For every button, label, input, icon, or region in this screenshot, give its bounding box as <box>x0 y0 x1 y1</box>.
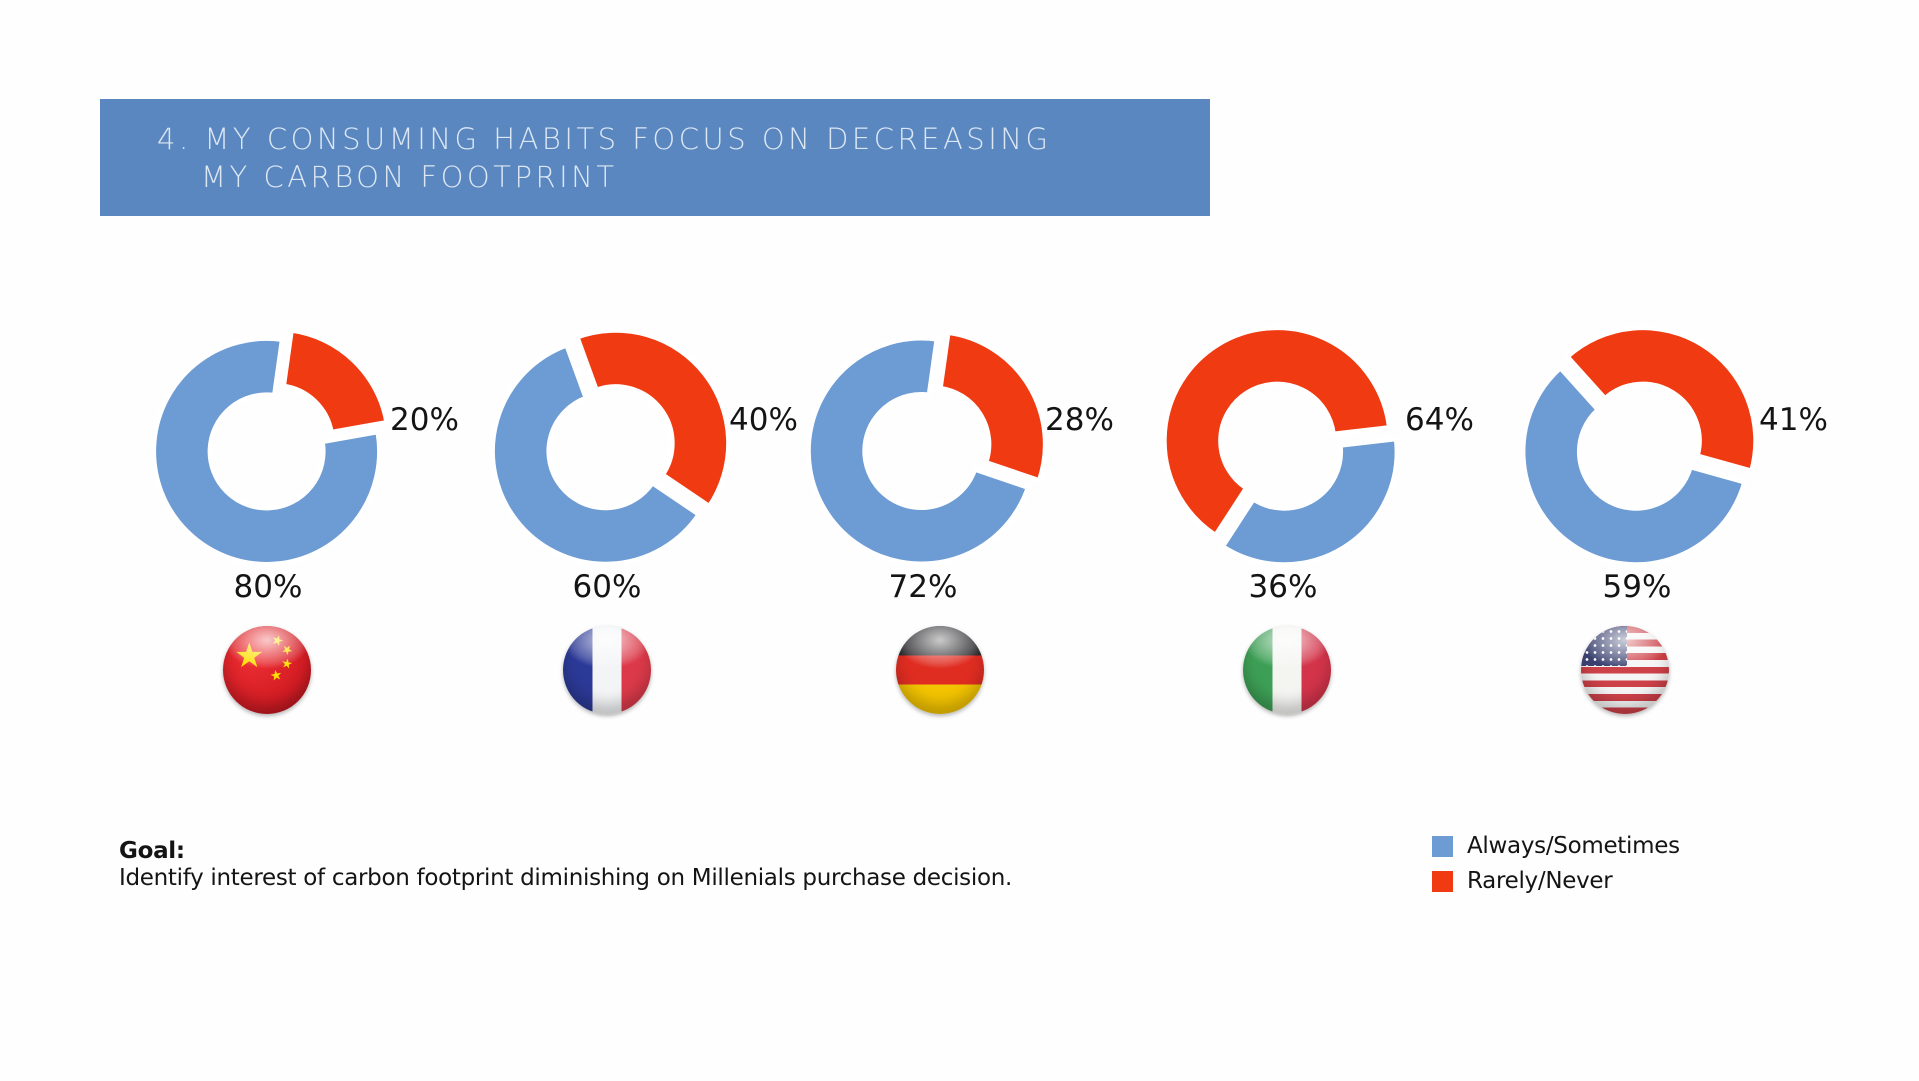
flag-italy-icon <box>1243 626 1331 714</box>
donut-chart-italy <box>1161 325 1400 568</box>
slice-rarely-never <box>937 329 1048 484</box>
flag-china-icon: ★ ★ ★ ★ ★ <box>223 626 311 714</box>
rarely-never-label-china: 20% <box>390 402 459 438</box>
goal-heading: Goal: <box>119 838 185 864</box>
slice-rarely-never <box>574 327 732 509</box>
banner-title-line2: MY CARBON FOOTPRINT <box>201 160 618 194</box>
slice-always-sometimes <box>489 342 702 567</box>
rarely-never-label-germany: 28% <box>1045 402 1114 438</box>
china-star-icon: ★ <box>268 631 286 651</box>
legend-label-always-sometimes: Always/Sometimes <box>1467 833 1680 859</box>
china-star-icon: ★ <box>234 636 265 676</box>
slice-rarely-never <box>1161 325 1392 538</box>
legend-swatch-rarely-never-icon <box>1432 870 1453 892</box>
rarely-never-label-italy: 64% <box>1405 402 1474 438</box>
flag-united-states-icon <box>1581 626 1669 714</box>
header-banner: 4. MY CONSUMING HABITS FOCUS ON DECREASI… <box>100 99 1210 216</box>
slice-rarely-never <box>281 327 390 435</box>
china-star-icon: ★ <box>279 656 294 673</box>
usa-canton-stars-icon <box>1581 626 1627 667</box>
always-sometimes-label-germany: 72% <box>888 569 958 605</box>
always-sometimes-label-france: 60% <box>572 569 642 605</box>
always-sometimes-label-united-states: 59% <box>1602 569 1672 605</box>
always-sometimes-label-italy: 36% <box>1248 569 1318 605</box>
slice-always-sometimes <box>1220 436 1400 568</box>
flag-germany-icon <box>896 626 984 714</box>
rarely-never-label-france: 40% <box>729 402 798 438</box>
goal-block: Goal: Identify interest of carbon footpr… <box>119 838 1012 892</box>
china-star-icon: ★ <box>277 641 296 660</box>
legend-label-rarely-never: Rarely/Never <box>1467 868 1613 894</box>
rarely-never-label-united-states: 41% <box>1759 402 1828 438</box>
goal-text: Identify interest of carbon footprint di… <box>119 865 1012 891</box>
legend-item-rarely-never: Rarely/Never <box>1432 868 1680 894</box>
slice-always-sometimes <box>1520 365 1748 568</box>
china-star-icon: ★ <box>268 667 284 685</box>
donut-chart-china <box>151 327 390 567</box>
donut-chart-germany <box>805 329 1048 567</box>
chart-legend: Always/Sometimes Rarely/Never <box>1432 833 1680 903</box>
legend-swatch-always-sometimes-icon <box>1432 835 1453 857</box>
donut-chart-united-states <box>1520 325 1759 568</box>
flag-france-icon <box>563 626 651 714</box>
always-sometimes-label-china: 80% <box>233 569 303 605</box>
legend-item-always-sometimes: Always/Sometimes <box>1432 833 1680 859</box>
slice-always-sometimes <box>805 335 1031 567</box>
slice-always-sometimes <box>151 335 383 567</box>
slice-rarely-never <box>1564 325 1759 474</box>
banner-title-line1: 4. MY CONSUMING HABITS FOCUS ON DECREASI… <box>157 122 1052 156</box>
donut-chart-france <box>489 327 732 567</box>
